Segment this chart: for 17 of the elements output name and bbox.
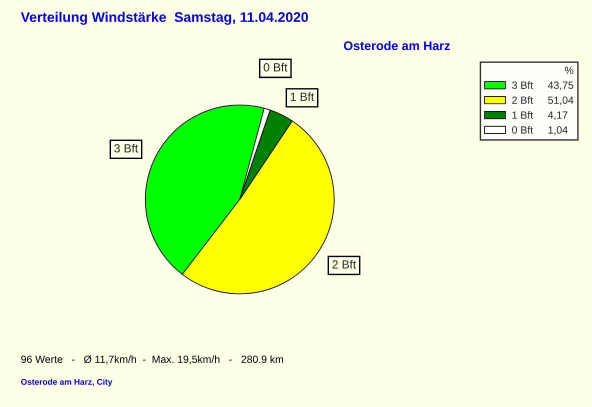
slice-label: 1 Bft (290, 92, 314, 101)
legend-title: % (564, 66, 574, 74)
legend-label: 1 Bft (512, 111, 534, 119)
chart-title: Verteilung Windstärke Samstag, 11.04.2020 (20, 12, 308, 25)
text: Osterode am Harz, City (21, 378, 112, 386)
legend-label: 2 Bft (512, 96, 534, 104)
legend-label: 3 Bft (512, 81, 534, 89)
legend-label: 0 Bft (512, 126, 534, 134)
chart-subtitle: Osterode am Harz (344, 40, 450, 50)
data-label: 4,17 (548, 111, 568, 120)
data-label: 1,04 (548, 126, 568, 135)
slice-label: 0 Bft (264, 62, 288, 72)
data-label: 43,75 (548, 82, 574, 90)
slice-label: 3 Bft (114, 144, 138, 152)
text: 96 Werte - Ø 11,7km/h - Max. 19,5km/h - 280.9 km (21, 355, 284, 364)
data-label: 51,04 (548, 96, 574, 106)
slice-label: 2 Bft (332, 260, 356, 269)
